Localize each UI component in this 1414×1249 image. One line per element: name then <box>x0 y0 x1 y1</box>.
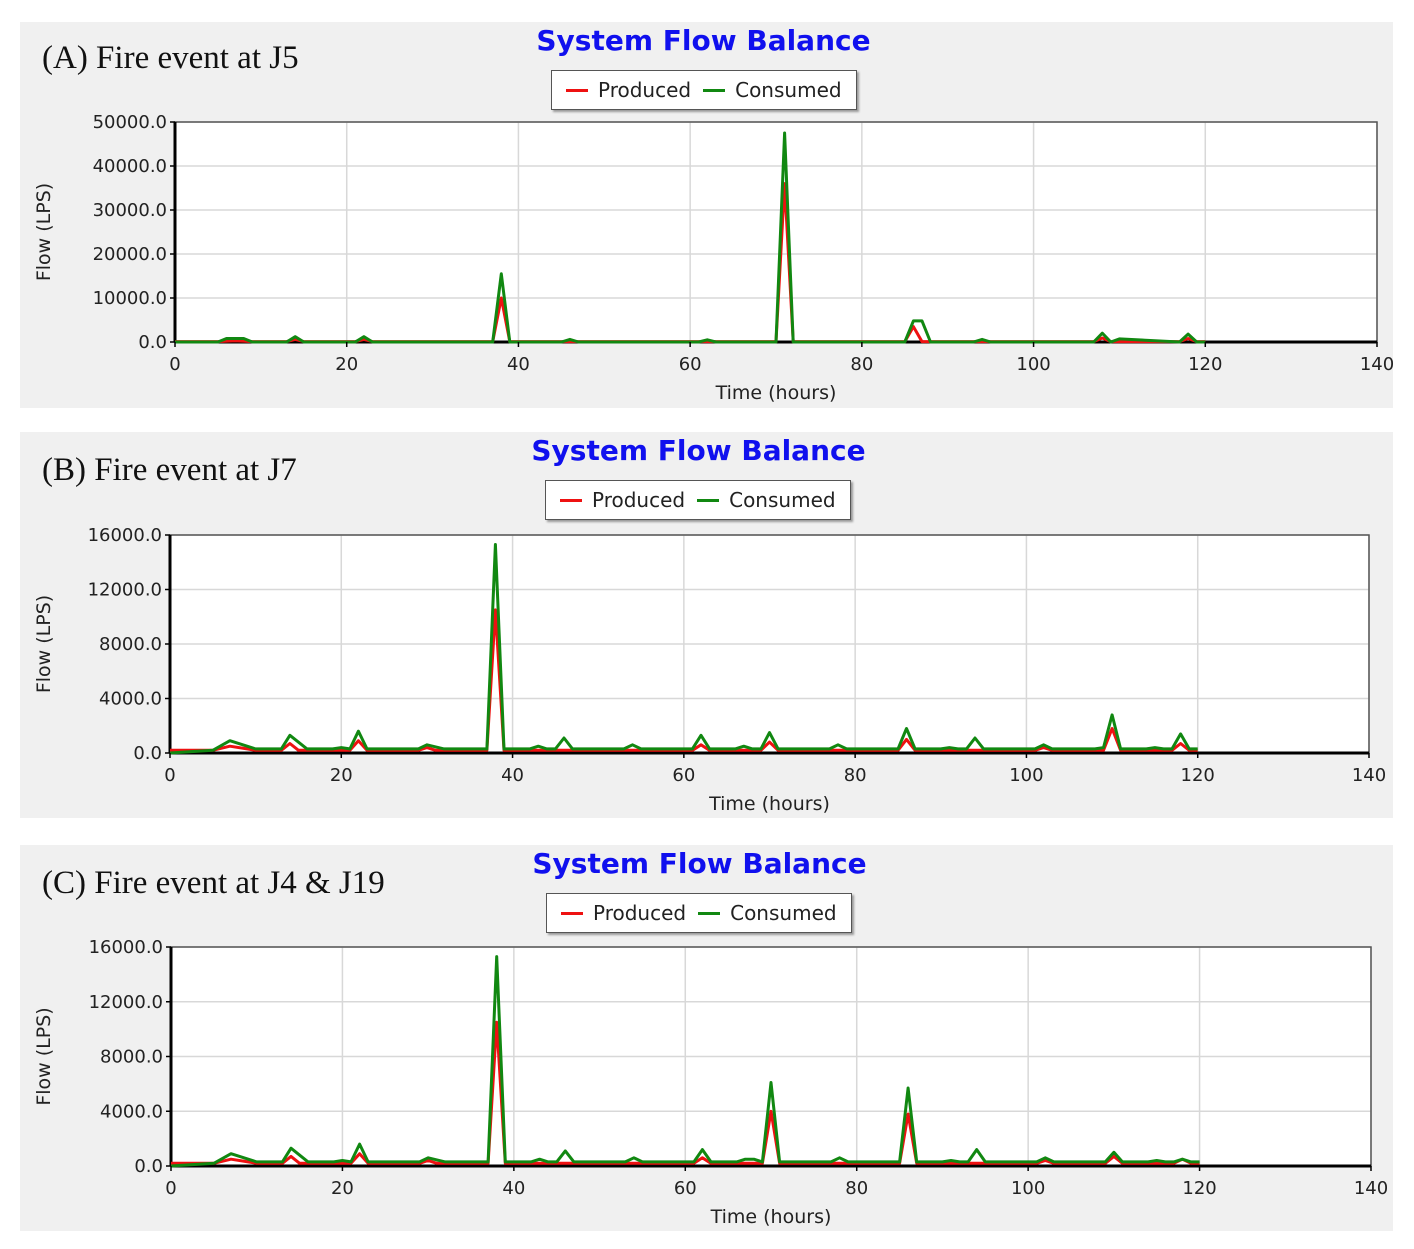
x-tick-label: 40 <box>502 1178 525 1199</box>
x-tick-label: 20 <box>335 354 358 375</box>
y-tick-label: 8000.0 <box>99 634 162 655</box>
x-axis-title: Time (hours) <box>708 793 830 815</box>
series-line-consumed <box>175 131 1206 344</box>
y-tick-label: 20000.0 <box>93 244 167 265</box>
y-axis-title: Flow (LPS) <box>33 183 55 281</box>
series-line-consumed <box>169 543 1198 755</box>
x-tick-label: 60 <box>672 765 695 786</box>
x-tick-label: 40 <box>507 354 530 375</box>
x-axis-title: Time (hours) <box>710 1206 832 1228</box>
x-tick-label: 60 <box>679 354 702 375</box>
panel-label: (C) Fire event at J4 & J19 <box>42 865 385 901</box>
y-axis-title: Flow (LPS) <box>33 595 55 693</box>
legend-item-produced: Produced <box>566 78 691 102</box>
legend-item-consumed: Consumed <box>698 901 837 925</box>
y-tick-label: 40000.0 <box>93 156 167 177</box>
y-tick-label: 0.0 <box>134 1156 163 1177</box>
legend-swatch-consumed <box>698 911 721 915</box>
x-tick-label: 100 <box>1011 1178 1045 1199</box>
x-tick-label: 120 <box>1181 765 1215 786</box>
y-tick-label: 0.0 <box>133 743 162 764</box>
x-tick-label: 0 <box>165 1178 176 1199</box>
y-tick-label: 0.0 <box>138 332 167 353</box>
x-tick-label: 20 <box>331 1178 354 1199</box>
y-tick-label: 16000.0 <box>89 937 163 958</box>
y-tick-label: 4000.0 <box>100 1101 163 1122</box>
y-tick-label: 10000.0 <box>93 288 167 309</box>
y-tick-label: 50000.0 <box>93 112 167 133</box>
legend-item-produced: Produced <box>560 488 685 512</box>
chart-panel-a: (A) Fire event at J5 System Flow Balance… <box>20 22 1393 408</box>
x-tick-label: 100 <box>1009 765 1043 786</box>
legend-swatch-produced <box>566 88 588 92</box>
legend-label-produced: Produced <box>592 488 686 512</box>
plot-background <box>175 122 1377 342</box>
legend-item-consumed: Consumed <box>697 488 836 512</box>
y-tick-label: 12000.0 <box>88 580 162 601</box>
y-axis-title: Flow (LPS) <box>33 1007 55 1105</box>
y-tick-label: 30000.0 <box>93 200 167 221</box>
legend-label-consumed: Consumed <box>730 901 837 925</box>
chart-legend: Produced Consumed <box>546 893 852 933</box>
y-tick-label: 16000.0 <box>88 525 162 546</box>
x-tick-label: 120 <box>1182 1178 1216 1199</box>
chart-panel-c: (C) Fire event at J4 & J19 System Flow B… <box>20 845 1393 1231</box>
plot-area: 0.0 4000.0 8000.0 12000.0 16000.0 0 20 40 60 80 10… <box>33 937 1388 1228</box>
y-tick-label: 4000.0 <box>99 689 162 710</box>
x-tick-label: 40 <box>501 765 524 786</box>
plot-area: 0.0 4000.0 8000.0 12000.0 16000.0 0 20 40 60 80 10… <box>33 525 1386 815</box>
legend-swatch-produced <box>561 911 583 915</box>
x-tick-label: 140 <box>1360 354 1393 375</box>
plot-area: 0.0 10000.0 20000.0 30000.0 40000.0 50000.0 0 2… <box>33 112 1393 404</box>
panel-label: (B) Fire event at J7 <box>42 452 297 488</box>
legend-item-produced: Produced <box>561 901 686 925</box>
legend-label-produced: Produced <box>593 901 687 925</box>
x-tick-label: 80 <box>845 1178 868 1199</box>
x-tick-label: 140 <box>1354 1178 1388 1199</box>
x-tick-label: 140 <box>1352 765 1386 786</box>
legend-label-produced: Produced <box>598 78 692 102</box>
y-tick-label: 12000.0 <box>89 992 163 1013</box>
legend-label-consumed: Consumed <box>729 488 836 512</box>
x-tick-label: 80 <box>850 354 873 375</box>
x-tick-label: 60 <box>674 1178 697 1199</box>
legend-swatch-produced <box>560 498 582 502</box>
y-tick-label: 8000.0 <box>100 1047 163 1068</box>
x-tick-label: 0 <box>169 354 180 375</box>
x-tick-label: 120 <box>1188 354 1222 375</box>
x-tick-label: 20 <box>330 765 353 786</box>
legend-swatch-consumed <box>703 88 726 92</box>
chart-legend: Produced Consumed <box>545 480 851 520</box>
x-tick-label: 100 <box>1016 354 1050 375</box>
x-tick-label: 80 <box>844 765 867 786</box>
chart-panel-b: (B) Fire event at J7 System Flow Balance… <box>20 432 1393 818</box>
legend-swatch-consumed <box>697 498 720 502</box>
legend-item-consumed: Consumed <box>703 78 842 102</box>
panel-label: (A) Fire event at J5 <box>42 40 299 76</box>
chart-legend: Produced Consumed <box>551 70 857 110</box>
series-line-consumed <box>170 955 1200 1168</box>
x-axis-title: Time (hours) <box>715 382 837 404</box>
x-tick-label: 0 <box>164 765 175 786</box>
legend-label-consumed: Consumed <box>735 78 842 102</box>
